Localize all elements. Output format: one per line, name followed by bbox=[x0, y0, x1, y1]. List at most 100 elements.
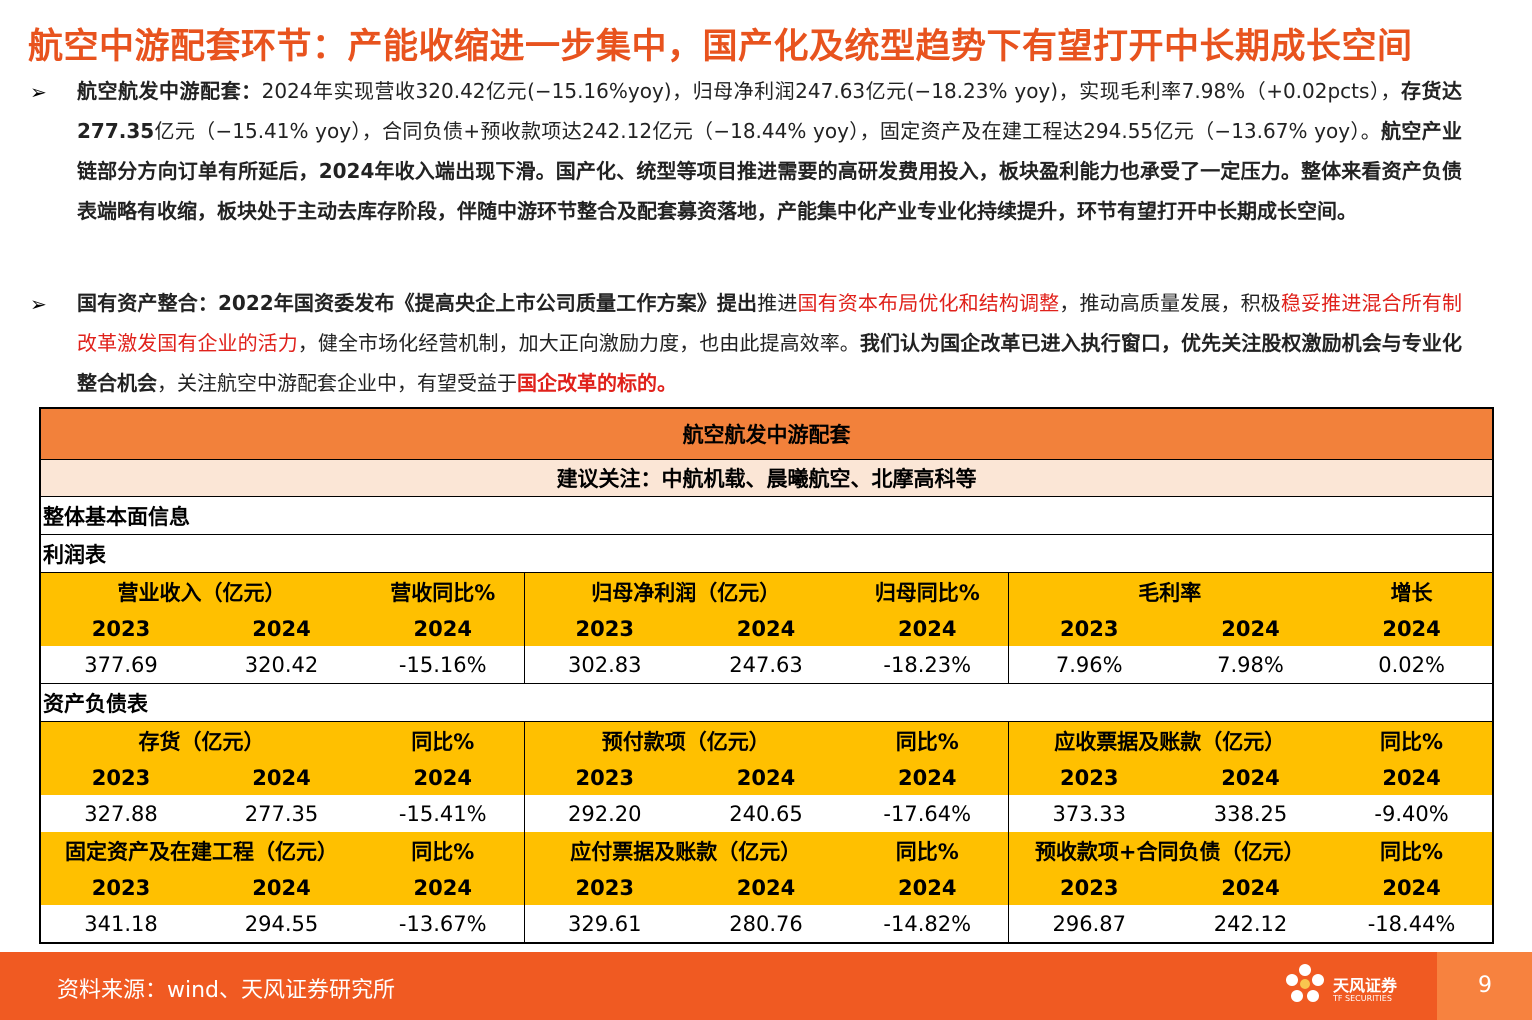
column-header: 同比% bbox=[1331, 721, 1494, 760]
paragraph-text: 推进 bbox=[757, 291, 798, 315]
year-header: 2023 bbox=[1007, 760, 1170, 795]
year-header: 2024 bbox=[685, 611, 847, 646]
table-cell: 240.65 bbox=[685, 795, 847, 832]
paragraph-text: ，推动高质量发展，积极 bbox=[1059, 291, 1281, 315]
table-cell: 377.69 bbox=[40, 646, 201, 684]
section-overall: 整体基本面信息 bbox=[40, 496, 1494, 535]
year-header: 2024 bbox=[847, 760, 1008, 795]
table-cell: -18.23% bbox=[847, 646, 1008, 684]
column-header: 营收同比% bbox=[362, 572, 524, 611]
table-cell: -15.16% bbox=[362, 646, 524, 684]
column-header: 营业收入（亿元） bbox=[40, 572, 362, 611]
year-header: 2023 bbox=[40, 611, 201, 646]
column-header: 同比% bbox=[362, 832, 524, 870]
table-cell: 329.61 bbox=[523, 905, 685, 943]
table-cell: 280.76 bbox=[685, 905, 847, 943]
table-cell: 247.63 bbox=[685, 646, 847, 684]
paragraph-text-bold: 航空产业链部分方向订单有所延后，2024年收入端出现下滑。国产化、统型等项目推进… bbox=[77, 119, 1463, 223]
year-header: 2023 bbox=[40, 870, 201, 905]
page-title: 航空中游配套环节：产能收缩进一步集中，国产化及统型趋势下有望打开中长期成长空间 bbox=[28, 27, 1413, 67]
paragraph-highlight: 稳妥推进混合所有制改革激发国有企业的活力 bbox=[77, 291, 1463, 355]
year-header: 2024 bbox=[847, 870, 1008, 905]
column-header: 归母净利润（亿元） bbox=[523, 572, 847, 611]
paragraph-highlight: 国企改革的标的。 bbox=[517, 371, 677, 395]
table-cell: 338.25 bbox=[1170, 795, 1331, 832]
table-row: 存货（亿元） 同比% 预付款项（亿元） 同比% 应收票据及账款（亿元） 同比% bbox=[40, 721, 1494, 760]
year-header: 2024 bbox=[1170, 760, 1331, 795]
paragraph-text-bold: 存货达277.35 bbox=[77, 79, 1463, 143]
table-cell: 0.02% bbox=[1331, 646, 1494, 684]
column-header: 同比% bbox=[847, 721, 1008, 760]
year-header: 2024 bbox=[1331, 760, 1494, 795]
logo-subtitle: TF SECURITIES bbox=[1333, 994, 1392, 1003]
column-header: 应付票据及账款（亿元） bbox=[523, 832, 847, 870]
year-header: 2024 bbox=[362, 760, 524, 795]
paragraph-label: 国有资产整合：2022年国资委发布《提高央企上市公司质量工作方案》提出 bbox=[77, 291, 758, 315]
section-balance: 资产负债表 bbox=[40, 683, 1494, 722]
table-cell: 373.33 bbox=[1007, 795, 1170, 832]
table-row: 341.18 294.55 -13.67% 329.61 280.76 -14.… bbox=[40, 905, 1494, 943]
paragraph-highlight: 国有资本布局优化和结构调整 bbox=[797, 291, 1060, 315]
year-header: 2024 bbox=[1170, 870, 1331, 905]
table-row: 327.88 277.35 -15.41% 292.20 240.65 -17.… bbox=[40, 795, 1494, 832]
year-header: 2023 bbox=[523, 870, 685, 905]
source-note: 资料来源：wind、天风证券研究所 bbox=[57, 978, 396, 1003]
company-logo bbox=[1280, 960, 1440, 1010]
table-cell: -13.67% bbox=[362, 905, 524, 943]
table-row: 营业收入（亿元） 营收同比% 归母净利润（亿元） 归母同比% 毛利率 增长 bbox=[40, 572, 1494, 611]
table-cell: 296.87 bbox=[1007, 905, 1170, 943]
column-header: 归母同比% bbox=[847, 572, 1008, 611]
year-header: 2024 bbox=[201, 870, 362, 905]
column-header: 同比% bbox=[362, 721, 524, 760]
page-number-tab bbox=[1437, 952, 1532, 1020]
table-subtitle: 建议关注：中航机载、晨曦航空、北摩高科等 bbox=[40, 459, 1494, 497]
table-row: 2023 2024 2024 2023 2024 2024 2023 2024 … bbox=[40, 611, 1494, 646]
page-number: 9 bbox=[1478, 973, 1492, 998]
year-header: 2024 bbox=[685, 760, 847, 795]
year-header: 2023 bbox=[1007, 611, 1170, 646]
paragraph-text: 亿元（−15.41% yoy），合同负债+预收款项达242.12亿元（−18.4… bbox=[154, 119, 1382, 143]
financial-table: 航空航发中游配套 建议关注：中航机载、晨曦航空、北摩高科等 整体基本面信息 利润… bbox=[39, 407, 1495, 944]
table-row: 377.69 320.42 -15.16% 302.83 247.63 -18.… bbox=[40, 646, 1494, 684]
table-cell: 242.12 bbox=[1170, 905, 1331, 943]
year-header: 2023 bbox=[40, 760, 201, 795]
column-header: 同比% bbox=[847, 832, 1008, 870]
column-header: 预收款项+合同负债（亿元） bbox=[1007, 832, 1331, 870]
table-cell: 292.20 bbox=[523, 795, 685, 832]
column-header: 存货（亿元） bbox=[40, 721, 362, 760]
section-income: 利润表 bbox=[40, 534, 1494, 573]
table-row: 2023 2024 2024 2023 2024 2024 2023 2024 … bbox=[40, 760, 1494, 795]
table-title: 航空航发中游配套 bbox=[40, 408, 1494, 460]
table-cell: -14.82% bbox=[847, 905, 1008, 943]
paragraph-text: 2024年实现营收320.42亿元(−15.16%yoy)，归母净利润247.6… bbox=[261, 79, 1401, 103]
table-cell: 7.96% bbox=[1007, 646, 1170, 684]
tf-flower-icon bbox=[1286, 964, 1324, 1002]
paragraph-text: ，关注航空中游配套企业中，有望受益于 bbox=[157, 371, 517, 395]
column-header: 毛利率 bbox=[1007, 572, 1331, 611]
paragraph-aviation: 航空航发中游配套：2024年实现营收320.42亿元(−15.16%yoy)，归… bbox=[77, 71, 1462, 231]
paragraph-text-bold: 我们认为国企改革已进入执行窗口，优先关注股权激励机会与专业化整合机会 bbox=[77, 331, 1463, 395]
table-cell: 7.98% bbox=[1170, 646, 1331, 684]
paragraph-label: 航空航发中游配套： bbox=[77, 79, 262, 103]
logo-name: 天风证券 bbox=[1333, 976, 1398, 995]
bullet-arrow-icon: ➢ bbox=[30, 80, 47, 104]
table-cell: 327.88 bbox=[40, 795, 201, 832]
table-cell: -17.64% bbox=[847, 795, 1008, 832]
year-header: 2024 bbox=[685, 870, 847, 905]
table-row: 固定资产及在建工程（亿元） 同比% 应付票据及账款（亿元） 同比% 预收款项+合… bbox=[40, 832, 1494, 870]
paragraph-soe: 国有资产整合：2022年国资委发布《提高央企上市公司质量工作方案》提出推进国有资… bbox=[77, 283, 1462, 403]
table-cell: 341.18 bbox=[40, 905, 201, 943]
year-header: 2024 bbox=[362, 611, 524, 646]
column-header: 同比% bbox=[1331, 832, 1494, 870]
table-cell: 277.35 bbox=[201, 795, 362, 832]
table-cell: -18.44% bbox=[1331, 905, 1494, 943]
table-row: 2023 2024 2024 2023 2024 2024 2023 2024 … bbox=[40, 870, 1494, 905]
column-header: 固定资产及在建工程（亿元） bbox=[40, 832, 362, 870]
bullet-arrow-icon: ➢ bbox=[30, 292, 47, 316]
column-header: 应收票据及账款（亿元） bbox=[1007, 721, 1331, 760]
year-header: 2024 bbox=[201, 760, 362, 795]
year-header: 2024 bbox=[201, 611, 362, 646]
table-cell: 302.83 bbox=[523, 646, 685, 684]
year-header: 2024 bbox=[1331, 870, 1494, 905]
year-header: 2024 bbox=[362, 870, 524, 905]
